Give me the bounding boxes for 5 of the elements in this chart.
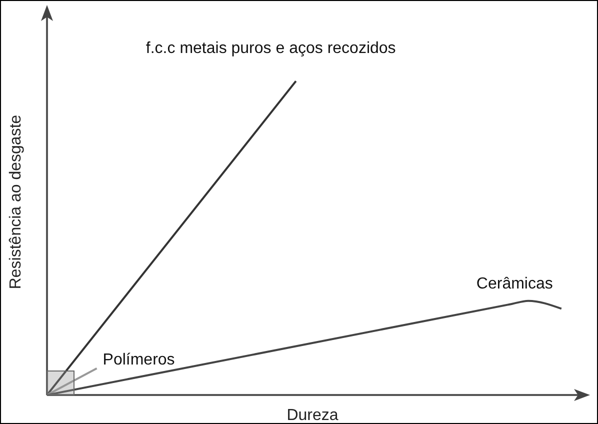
- x-axis-title: Dureza: [286, 407, 338, 424]
- series-label: Polímeros: [102, 351, 175, 368]
- series-label: Cerâmicas: [476, 276, 553, 293]
- text: f.c.c metais puros e aços recozidos: [146, 40, 396, 58]
- y-axis-title: Resistência ao desgaste: [8, 114, 25, 290]
